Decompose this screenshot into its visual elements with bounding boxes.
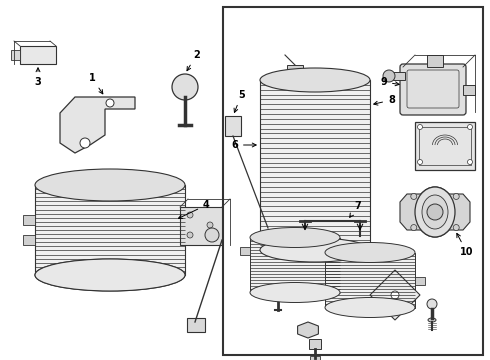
Bar [11, 50, 20, 60]
Bar [340, 248, 360, 258]
Ellipse shape [273, 289, 283, 294]
Polygon shape [370, 270, 420, 320]
Bar [310, 356, 320, 360]
Bar [463, 85, 475, 95]
Polygon shape [297, 322, 318, 338]
Text: 9: 9 [380, 77, 399, 87]
Circle shape [187, 232, 193, 238]
Circle shape [467, 159, 472, 165]
Bar [223, 7, 483, 355]
Ellipse shape [35, 259, 185, 291]
Ellipse shape [325, 243, 415, 262]
Circle shape [427, 204, 443, 220]
Circle shape [205, 228, 219, 242]
Text: 3: 3 [35, 68, 41, 87]
Text: 6: 6 [231, 140, 256, 150]
Circle shape [411, 225, 417, 230]
Circle shape [453, 193, 459, 199]
Polygon shape [400, 194, 470, 230]
Bar [250, 238, 340, 292]
Bar [287, 65, 303, 75]
Text: 5: 5 [234, 90, 245, 112]
Text: 1: 1 [89, 73, 103, 94]
Bar [325, 252, 415, 307]
Text: 7: 7 [350, 201, 361, 217]
Circle shape [391, 291, 399, 299]
Circle shape [417, 125, 422, 130]
Bar [415, 277, 425, 285]
Ellipse shape [422, 195, 448, 229]
Polygon shape [60, 97, 135, 153]
Ellipse shape [260, 238, 370, 262]
Ellipse shape [35, 169, 185, 201]
Circle shape [80, 138, 90, 148]
Bar [35, 185, 185, 275]
Ellipse shape [325, 297, 415, 318]
Bar [260, 232, 276, 246]
Bar [23, 235, 35, 245]
Ellipse shape [35, 259, 185, 291]
Ellipse shape [415, 187, 455, 237]
Circle shape [453, 225, 459, 230]
Bar [225, 116, 241, 136]
Circle shape [467, 125, 472, 130]
Bar [23, 215, 35, 225]
Bar [187, 318, 205, 332]
Ellipse shape [260, 68, 370, 92]
Text: 10: 10 [457, 233, 473, 257]
Ellipse shape [250, 283, 340, 302]
Ellipse shape [428, 318, 436, 322]
Text: 4: 4 [178, 200, 210, 219]
Circle shape [411, 193, 417, 199]
Circle shape [187, 212, 193, 218]
Bar [427, 55, 443, 67]
Ellipse shape [415, 187, 455, 237]
Bar [240, 247, 250, 255]
FancyBboxPatch shape [415, 122, 475, 170]
Text: 8: 8 [374, 95, 395, 105]
Text: 2: 2 [187, 50, 200, 71]
Bar [260, 80, 370, 250]
FancyBboxPatch shape [20, 46, 56, 64]
Bar [180, 207, 222, 245]
Ellipse shape [250, 228, 340, 248]
Circle shape [172, 74, 198, 100]
Circle shape [427, 299, 437, 309]
Circle shape [383, 70, 395, 82]
Circle shape [207, 222, 213, 228]
Bar [393, 72, 405, 80]
Bar [280, 248, 300, 258]
FancyBboxPatch shape [400, 64, 466, 115]
Bar [309, 339, 321, 349]
Circle shape [417, 159, 422, 165]
Circle shape [106, 99, 114, 107]
